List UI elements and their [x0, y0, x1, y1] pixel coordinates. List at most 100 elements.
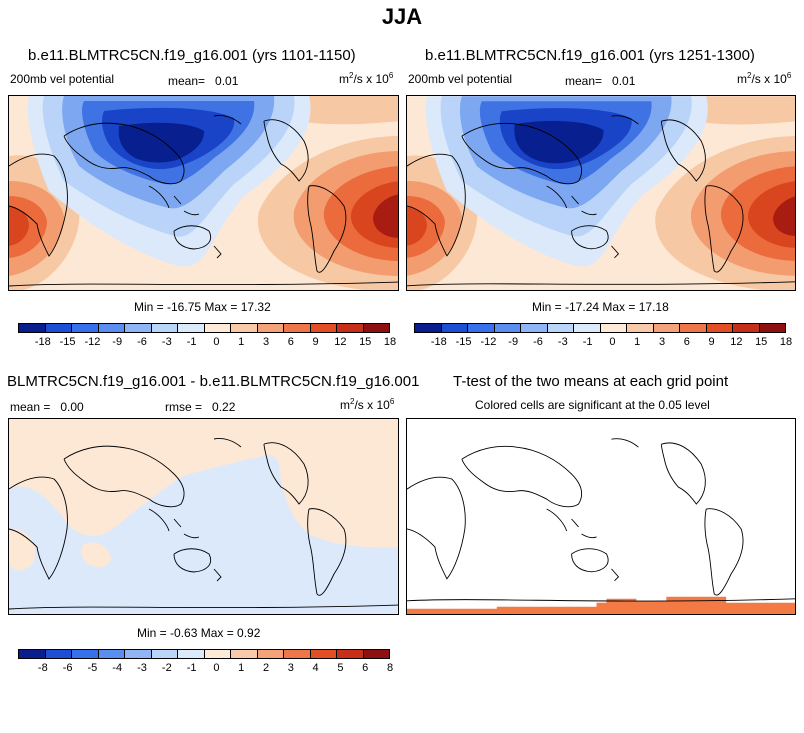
units-top-right: m2/s x 106 — [737, 71, 792, 87]
colorbar-bottom-left-swatch — [151, 650, 178, 658]
rmse-value: 0.22 — [212, 400, 236, 414]
colorbar-top-right-tick-label: 6 — [683, 336, 690, 348]
colorbar-top-right-tick-label: -12 — [480, 336, 497, 348]
colorbar-bottom-left-swatch — [337, 650, 364, 658]
colorbar-bottom-left-tick-label: -8 — [37, 662, 48, 674]
panel-title-top-left: b.e11.BLMTRC5CN.f19_g16.001 (yrs 1101-11… — [28, 47, 356, 64]
colorbar-bottom-left-tick-label: 0 — [213, 662, 220, 674]
colorbar-top-left-tick-label: -15 — [59, 336, 76, 348]
colorbar-top-left-tick-label: -18 — [34, 336, 51, 348]
colorbar-top-left-swatch — [98, 324, 125, 332]
colorbar-bottom-left-swatch — [204, 650, 231, 658]
colorbar-bottom-left-swatch — [19, 650, 46, 658]
map-top-right — [406, 95, 796, 291]
colorbar-top-right-tick-label: 12 — [730, 336, 743, 348]
colorbar-top-left-swatch — [72, 324, 99, 332]
units-bottom-left: m2/s x 106 — [340, 397, 395, 413]
colorbar-top-right-swatch — [494, 324, 521, 332]
colorbar-top-left-tick-label: -3 — [161, 336, 172, 348]
colorbar-top-left-tick-label: -6 — [137, 336, 147, 348]
colorbar-bottom-left-swatch — [178, 650, 205, 658]
mean-top-left: mean= 0.01 — [168, 74, 238, 88]
minmax-top-left: Min = -16.75 Max = 17.32 — [134, 300, 271, 314]
colorbar-bottom-left-tick-label: -3 — [137, 662, 147, 674]
contour-field-top-left — [9, 96, 398, 290]
colorbar-bottom-left-tick-label: 5 — [337, 662, 344, 674]
colorbar-top-left-tick-label: 6 — [287, 336, 294, 348]
colorbar-top-right-swatch — [733, 324, 760, 332]
colorbar-top-left-tick-label: 1 — [238, 336, 245, 348]
map-bottom-left — [8, 418, 399, 615]
colorbar-top-right-swatch — [415, 324, 442, 332]
colorbar-bottom-left-tick-label: 2 — [262, 662, 270, 674]
colorbar-top-right-swatch — [574, 324, 601, 332]
mean-label: mean = — [10, 400, 51, 414]
colorbar-labels-bottom-left: -8 -6 -5 -4 -3 -2 -1 0 1 2 3 4 5 6 8 — [18, 662, 394, 676]
colorbar-bottom-left-swatch — [72, 650, 99, 658]
map-bottom-right — [406, 418, 796, 615]
colorbar-top-right-tick-label: 3 — [658, 336, 666, 348]
colorbar-top-left-tick-label: -12 — [84, 336, 101, 348]
colorbar-top-left-swatch — [363, 324, 389, 332]
colorbar-top-left-swatch — [284, 324, 311, 332]
colorbar-bottom-left-tick-label: 6 — [362, 662, 369, 674]
colorbar-top-left-swatch — [45, 324, 72, 332]
colorbar-bottom-left-swatch — [257, 650, 284, 658]
colorbar-top-right-swatch — [547, 324, 574, 332]
colorbar-top-left-tick-label: 15 — [359, 336, 372, 348]
mean-label: mean= — [168, 74, 206, 88]
colorbar-bottom-left-swatch — [310, 650, 337, 658]
panel-title-bottom-left: BLMTRC5CN.f19_g16.001 - b.e11.BLMTRC5CN.… — [7, 373, 420, 390]
colorbar-top-left-tick-label: 12 — [334, 336, 347, 348]
colorbar-top-left-swatch — [19, 324, 46, 332]
mean-value: 0.01 — [215, 74, 239, 88]
colorbar-top-right-tick-label: 15 — [755, 336, 768, 348]
colorbar-bottom-left-tick-label: -6 — [62, 662, 73, 674]
rmse-bottom-left: rmse = 0.22 — [165, 400, 235, 414]
colorbar-top-left-swatch — [151, 324, 178, 332]
variable-label-top-right: 200mb vel potential — [408, 72, 513, 86]
colorbar-top-left-swatch — [125, 324, 152, 332]
colorbar-top-right-tick-label: 9 — [708, 336, 715, 348]
colorbar-labels-top-left: -18 -15 -12 -9 -6 -3 -1 0 1 3 6 9 12 15 18 — [18, 336, 396, 350]
colorbar-top-right-tick-label: -18 — [430, 336, 447, 348]
colorbar-top-left-swatch — [204, 324, 231, 332]
contour-field-top-right — [407, 96, 795, 290]
colorbar-top-left-tick-label: 9 — [312, 336, 319, 348]
colorbar-top-right-swatch — [600, 324, 627, 332]
colorbar-bottom-left-tick-label: -1 — [186, 662, 197, 674]
minmax-bottom-left: Min = -0.63 Max = 0.92 — [137, 626, 261, 640]
colorbar-top-left-tick-label: 0 — [213, 336, 220, 348]
variable-label-top-left: 200mb vel potential — [10, 72, 115, 86]
colorbar-top-left-tick-label: -9 — [112, 336, 123, 348]
colorbar-top-right-swatch — [627, 324, 654, 332]
colorbar-bottom-left-tick-label: 4 — [312, 662, 319, 674]
colorbar-top-right-tick-label: 1 — [634, 336, 641, 348]
colorbar-top-right-swatch — [521, 324, 548, 332]
panel-title-top-right: b.e11.BLMTRC5CN.f19_g16.001 (yrs 1251-13… — [425, 47, 755, 64]
colorbar-top-left-tick-label: 18 — [383, 336, 397, 348]
contour-field-bottom-left — [9, 419, 398, 614]
colorbar-top-right-swatch — [441, 324, 468, 332]
colorbar-bottom-left-tick-label: 8 — [386, 662, 394, 674]
colorbar-top-left-tick-label: 3 — [262, 336, 270, 348]
colorbar-bottom-left-tick-label: -2 — [161, 662, 172, 674]
colorbar-top-right-swatch — [468, 324, 495, 332]
colorbar-bottom-left-swatch — [98, 650, 125, 658]
colorbar-bottom-left-tick-label: -5 — [87, 662, 98, 674]
mean-value: 0.01 — [612, 74, 636, 88]
colorbar-bottom-left-swatch — [284, 650, 311, 658]
colorbar-bottom-left-swatch — [363, 650, 389, 658]
colorbar-top-right-swatch — [680, 324, 707, 332]
colorbar-top-right-tick-label: 18 — [779, 336, 793, 348]
rmse-label: rmse = — [165, 400, 203, 414]
colorbar-top-right-tick-label: 0 — [609, 336, 616, 348]
map-top-left — [8, 95, 399, 291]
colorbar-top-left — [18, 323, 390, 333]
colorbar-top-right-tick-label: -6 — [533, 336, 543, 348]
colorbar-bottom-left-swatch — [231, 650, 258, 658]
colorbar-top-right — [414, 323, 786, 333]
colorbar-top-right-tick-label: -15 — [455, 336, 472, 348]
panel-subtitle-bottom-right: Colored cells are significant at the 0.0… — [475, 398, 710, 412]
mean-top-right: mean= 0.01 — [565, 74, 635, 88]
